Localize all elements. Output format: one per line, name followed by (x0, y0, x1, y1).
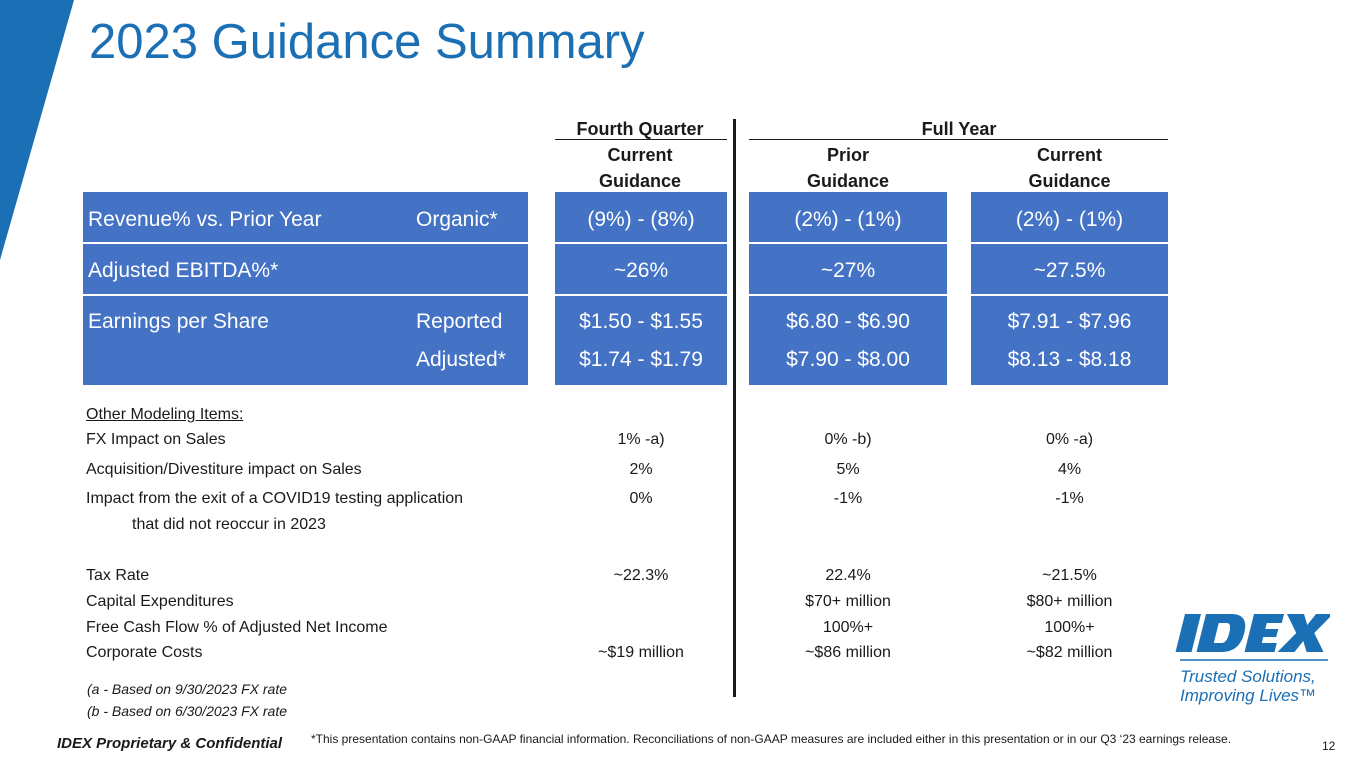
covid-q4: 0% (629, 490, 653, 507)
header-rule-full-year (749, 139, 1168, 140)
col-header-line: Current (607, 145, 673, 165)
header-rule-q4 (555, 139, 727, 140)
eps-reported-current: $7.91 - $7.96 (1007, 310, 1132, 333)
ebitda-q4: ~26% (613, 259, 669, 282)
col-header-line: Guidance (598, 171, 682, 191)
corp-q4: ~$19 million (598, 644, 684, 661)
corp-prior: ~$86 million (805, 644, 891, 661)
tax-label: Tax Rate (86, 567, 150, 584)
corp-label: Corporate Costs (86, 644, 203, 661)
footnote-a: (a - Based on 9/30/2023 FX rate (87, 681, 288, 697)
band-q4 (555, 192, 727, 385)
eps-adjusted-current: $8.13 - $8.18 (1007, 348, 1132, 371)
eps-reported-sub: Reported (416, 310, 503, 333)
revenue-current: (2%) - (1%) (1015, 208, 1124, 231)
non-gaap-disclaimer: *This presentation contains non-GAAP fin… (311, 732, 1232, 746)
covid-prior: -1% (833, 490, 863, 507)
accent-stripe (0, 0, 74, 260)
idex-wordmark-icon (1175, 614, 1334, 661)
fcf-current: 100%+ (1044, 619, 1095, 636)
logo-tagline-1: Trusted Solutions, (1180, 667, 1316, 686)
acq-q4: 2% (629, 461, 653, 478)
eps-label: Earnings per Share (88, 310, 269, 333)
page-number: 12 (1322, 739, 1336, 753)
row-separator (83, 242, 1168, 244)
ebitda-current: ~27.5% (1033, 259, 1106, 282)
covid-label-cont: that did not reoccur in 2023 (132, 516, 326, 533)
revenue-label: Revenue% vs. Prior Year (88, 208, 322, 231)
acq-current: 4% (1057, 461, 1082, 478)
fx-current: 0% -a) (1045, 431, 1094, 448)
acq-label: Acquisition/Divestiture impact on Sales (86, 461, 362, 478)
col-header-line: Prior (826, 145, 869, 165)
tax-prior: 22.4% (825, 567, 871, 584)
revenue-sub: Organic* (416, 208, 498, 231)
col-header-line: Guidance (1028, 171, 1111, 191)
header-full-year: Full Year (921, 119, 997, 139)
corp-current: ~$82 million (1026, 644, 1113, 661)
fcf-label: Free Cash Flow % of Adjusted Net Income (86, 619, 388, 636)
col-header-line: Current (1036, 145, 1102, 165)
fx-prior: 0% -b) (824, 431, 872, 448)
col-header-prior: Prior Guidance (749, 142, 947, 194)
revenue-q4: (9%) - (8%) (587, 208, 695, 231)
acq-prior: 5% (836, 461, 860, 478)
eps-adjusted-q4: $1.74 - $1.79 (579, 348, 703, 371)
capex-prior: $70+ million (805, 593, 891, 610)
header-fourth-quarter: Fourth Quarter (576, 119, 704, 139)
idex-logo: Trusted Solutions, Improving Lives™ (1170, 610, 1334, 710)
band-current (971, 192, 1168, 385)
tax-current: ~21.5% (1042, 567, 1097, 584)
eps-adjusted-prior: $7.90 - $8.00 (786, 348, 910, 371)
confidential-label: IDEX Proprietary & Confidential (57, 735, 283, 752)
revenue-prior: (2%) - (1%) (794, 208, 902, 231)
col-header-q4-current: Current Guidance (555, 142, 725, 194)
band-labels (83, 192, 528, 385)
band-prior (749, 192, 947, 385)
column-divider (733, 119, 736, 697)
capex-label: Capital Expenditures (86, 593, 234, 610)
page-title: 2023 Guidance Summary (89, 15, 645, 69)
col-header-line: Guidance (806, 171, 890, 191)
ebitda-prior: ~27% (820, 259, 876, 282)
other-heading: Other Modeling Items: (86, 406, 244, 423)
footnote-b: (b - Based on 6/30/2023 FX rate (87, 703, 288, 719)
eps-reported-q4: $1.50 - $1.55 (579, 310, 703, 333)
fx-label: FX Impact on Sales (86, 431, 226, 448)
ebitda-label: Adjusted EBITDA%* (88, 259, 279, 282)
eps-reported-prior: $6.80 - $6.90 (786, 310, 910, 333)
fx-q4: 1% -a) (617, 431, 665, 448)
capex-current: $80+ million (1026, 593, 1113, 610)
covid-current: -1% (1055, 490, 1084, 507)
eps-adjusted-sub: Adjusted* (416, 348, 506, 371)
col-header-current: Current Guidance (971, 142, 1168, 194)
covid-label: Impact from the exit of a COVID19 testin… (86, 490, 464, 507)
fcf-prior: 100%+ (822, 619, 874, 636)
row-separator (83, 294, 1168, 296)
logo-tagline-2: Improving Lives™ (1180, 686, 1317, 705)
tax-q4: ~22.3% (613, 567, 669, 584)
